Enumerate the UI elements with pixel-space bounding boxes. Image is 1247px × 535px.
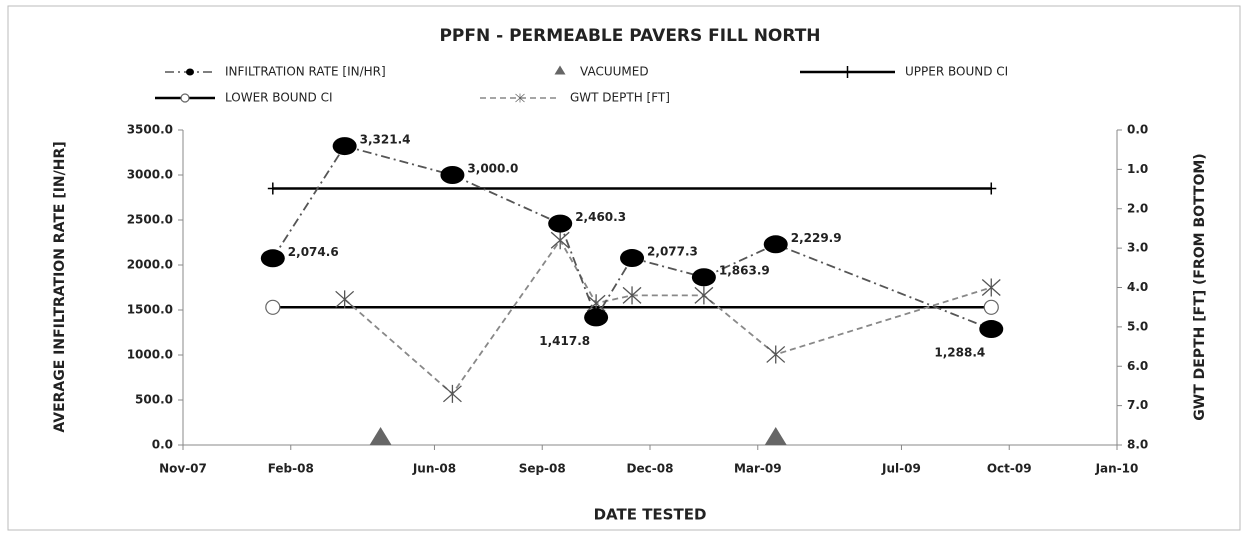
legend-item: GWT DEPTH [FT] [480,91,670,105]
legend-label: LOWER BOUND CI [225,91,333,105]
legend-label: INFILTRATION RATE [IN/HR] [225,65,386,79]
legend-label: GWT DEPTH [FT] [570,91,670,105]
data-label: 3,000.0 [467,162,518,176]
series-line [344,238,992,396]
x-tick-label: Nov-07 [159,462,207,476]
data-label: 1,863.9 [719,264,770,278]
marker [369,427,392,445]
data-label: 2,077.3 [647,245,698,259]
y-axis-title: AVERAGE INFILTRATION RATE [IN/HR] [52,141,68,432]
marker [335,290,355,309]
marker [260,249,285,268]
legend-label: UPPER BOUND CI [905,65,1008,79]
y2-tick-label: 7.0 [1127,398,1148,412]
marker [180,93,190,103]
legend-label: VACUUMED [580,65,649,79]
marker [265,299,281,315]
x-tick-label: Jan-10 [1095,462,1139,476]
chart-title: PPFN - PERMEABLE PAVERS FILL NORTH [439,26,820,46]
legend-item: VACUUMED [554,65,649,79]
marker [548,214,573,233]
marker [267,182,278,195]
marker [691,268,716,287]
marker [515,93,525,103]
data-label: 2,460.3 [575,210,626,224]
marker [440,166,465,184]
chart-frame [7,5,1241,531]
data-label: 1,417.8 [539,334,590,348]
x-tick-label: Mar-09 [734,462,782,476]
data-label: 2,229.9 [791,231,842,245]
y-tick-label: 1000.0 [127,348,173,362]
y2-tick-label: 3.0 [1127,241,1148,255]
y-tick-label: 3000.0 [127,168,173,182]
y2-tick-label: 0.0 [1127,123,1148,137]
x-tick-label: Jul-09 [881,462,921,476]
y-tick-label: 500.0 [135,393,173,407]
data-label: 3,321.4 [360,133,411,147]
marker [622,286,642,305]
y-tick-label: 1500.0 [127,303,173,317]
marker [584,308,609,327]
marker [766,345,786,364]
y2-axis-title: GWT DEPTH [FT] (FROM BOTTOM) [1192,153,1208,420]
marker [981,278,1001,297]
marker [763,235,788,254]
y-tick-label: 2500.0 [127,213,173,227]
marker [764,427,787,445]
x-tick-label: Dec-08 [627,462,674,476]
marker [979,320,1004,339]
legend-item: LOWER BOUND CI [155,91,333,105]
marker [986,182,997,195]
legend-item: UPPER BOUND CI [800,65,1008,79]
y2-tick-label: 1.0 [1127,162,1148,176]
marker [983,299,999,315]
x-tick-label: Sep-08 [519,462,566,476]
y2-tick-label: 5.0 [1127,319,1148,333]
y2-tick-label: 2.0 [1127,201,1148,215]
data-label: 2,074.6 [288,245,339,259]
x-tick-label: Jun-08 [412,462,456,476]
marker [186,68,194,76]
legend-item: INFILTRATION RATE [IN/HR] [165,65,386,79]
data-label: 1,288.4 [934,346,985,360]
marker [332,137,357,156]
marker [554,65,566,75]
marker [550,231,570,250]
y2-tick-label: 4.0 [1127,280,1148,294]
y2-tick-label: 6.0 [1127,359,1148,373]
x-tick-label: Feb-08 [268,462,314,476]
x-axis-title: DATE TESTED [594,506,707,524]
y-tick-label: 3500.0 [127,123,173,137]
marker [694,286,714,305]
x-tick-label: Oct-09 [987,462,1032,476]
y2-tick-label: 8.0 [1127,438,1148,452]
marker [842,66,853,78]
marker [620,249,645,268]
y-tick-label: 2000.0 [127,258,173,272]
y-tick-label: 0.0 [152,438,173,452]
marker [442,384,462,403]
